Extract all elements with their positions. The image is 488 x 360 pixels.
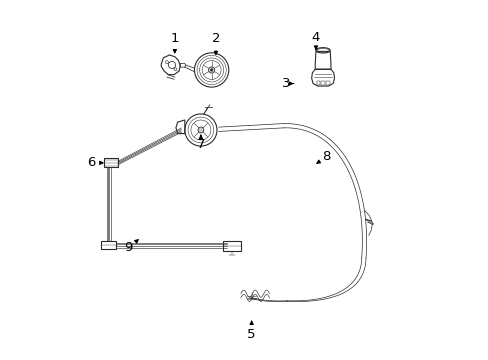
Circle shape xyxy=(198,127,203,133)
Text: 9: 9 xyxy=(124,240,138,255)
Circle shape xyxy=(210,69,213,71)
Text: 6: 6 xyxy=(87,156,103,169)
Bar xyxy=(325,81,329,85)
Bar xyxy=(104,158,118,167)
Bar xyxy=(223,242,240,251)
Text: 1: 1 xyxy=(170,32,179,53)
Circle shape xyxy=(208,67,214,73)
Text: 5: 5 xyxy=(247,321,255,341)
Text: 3: 3 xyxy=(282,77,293,90)
Text: 4: 4 xyxy=(311,31,320,49)
Text: 7: 7 xyxy=(196,135,205,152)
Text: 8: 8 xyxy=(316,150,330,163)
Bar xyxy=(316,81,320,85)
Bar xyxy=(101,241,115,249)
Text: 2: 2 xyxy=(211,32,220,55)
Bar xyxy=(321,81,324,85)
